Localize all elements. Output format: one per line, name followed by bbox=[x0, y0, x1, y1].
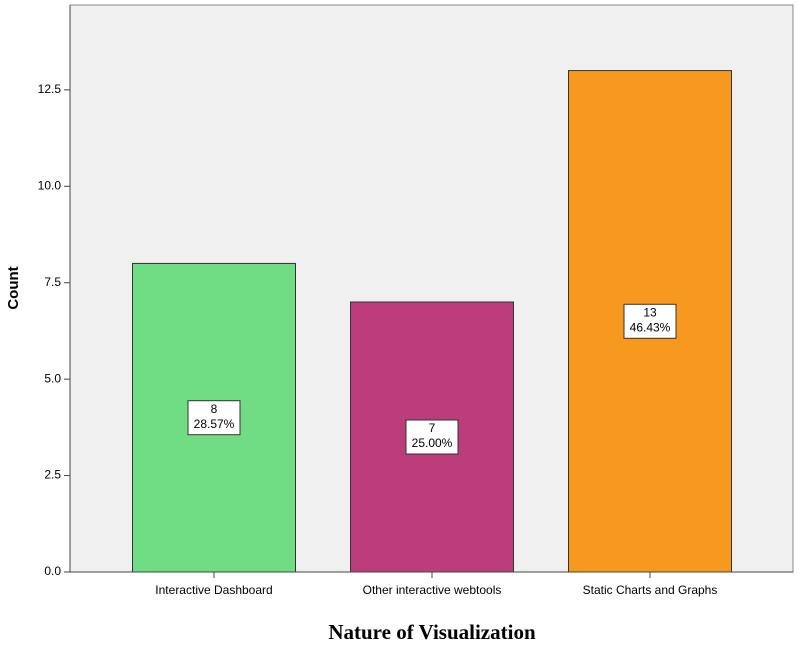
x-axis-title: Nature of Visualization bbox=[328, 620, 536, 644]
y-tick-label: 2.5 bbox=[44, 468, 61, 482]
data-label: 8 bbox=[211, 402, 218, 416]
percent-label: 28.57% bbox=[194, 417, 235, 431]
percent-label: 46.43% bbox=[630, 320, 671, 334]
y-tick-label: 12.5 bbox=[38, 82, 62, 96]
data-label: 7 bbox=[429, 421, 436, 435]
data-label: 13 bbox=[643, 305, 657, 319]
x-tick-label: Interactive Dashboard bbox=[155, 583, 272, 597]
percent-label: 25.00% bbox=[412, 436, 453, 450]
y-tick-label: 0.0 bbox=[44, 564, 61, 578]
y-tick-label: 5.0 bbox=[44, 371, 61, 385]
x-tick-label: Other interactive webtools bbox=[363, 583, 502, 597]
data-label-box bbox=[405, 419, 459, 455]
y-tick-label: 10.0 bbox=[38, 178, 62, 192]
y-axis-title: Count bbox=[5, 266, 22, 309]
data-label-box bbox=[187, 400, 241, 436]
data-label-box bbox=[623, 303, 677, 339]
x-tick-label: Static Charts and Graphs bbox=[583, 583, 718, 597]
y-tick-label: 7.5 bbox=[44, 275, 61, 289]
